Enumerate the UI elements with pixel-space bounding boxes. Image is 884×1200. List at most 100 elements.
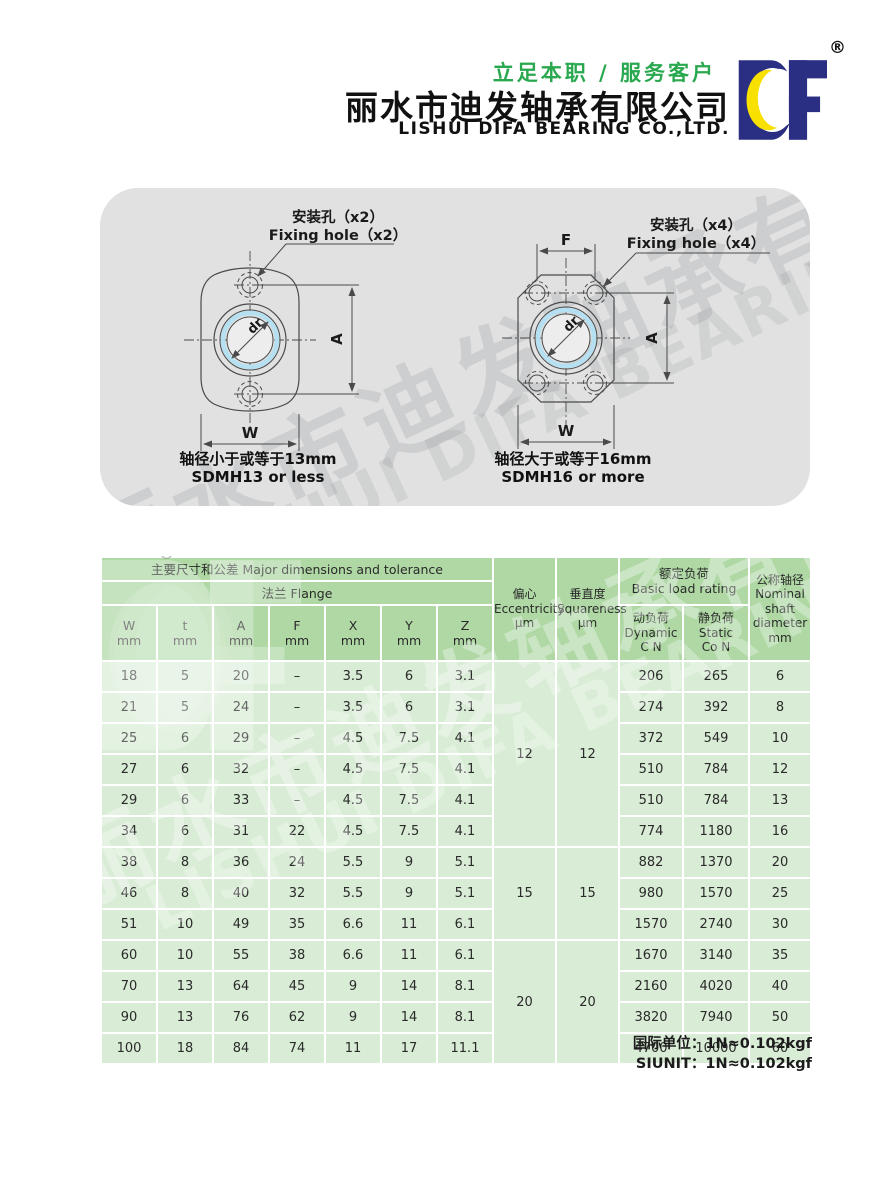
table-cell: 24 [268,846,326,879]
table-cell: 8 [156,846,214,879]
header-col-y: Y mm [380,604,438,662]
table-cell: 29 [212,722,270,755]
dim-a-label: A [643,332,661,344]
table-cell: 9 [324,970,382,1003]
header-col-t: t mm [156,604,214,662]
flange-diagram-4hole: 安装孔（x4） Fixing hole（x4） F [494,216,770,486]
table-cell: 20 [492,939,557,1065]
table-cell: 392 [681,691,751,724]
table-cell: 4.5 [324,722,382,755]
registered-mark: ® [829,38,846,58]
flange-outline [200,267,300,412]
table-cell: 4.5 [324,784,382,817]
footer-notes: 国际单位：1N≈0.102kgf SIUNIT：1N≈0.102kgf [100,1034,812,1075]
table-cell: 7.5 [380,784,438,817]
fixing-hole-label-cn: 安装孔（x4） [650,216,742,234]
header-dynamic-load: 动负荷 Dynamic C N [618,604,684,662]
table-cell: 7940 [681,1001,751,1034]
table-row: 51 10 49 35 6.6 11 6.1 1570 2740 30 [100,908,813,941]
table-cell: – [268,660,326,693]
header-static-load: 静负荷 Static Co N [681,604,751,662]
table-cell: 4.5 [324,815,382,848]
df-logo-icon [737,56,827,144]
table-cell: 274 [618,691,684,724]
table-cell: 3.1 [436,691,494,724]
table-cell: 6 [156,722,214,755]
table-cell: 1370 [681,846,751,879]
table-cell: 7.5 [380,722,438,755]
dim-w-label: W [242,424,259,442]
table-cell: 510 [618,753,684,786]
spec-table-section: ® 丽水市迪发轴承有限公司 LISHUI DIFA BEARING CO.,LT… [100,556,813,1065]
table-cell: 3.5 [324,660,382,693]
table-cell: 17 [380,1032,438,1065]
table-row: 60 10 55 38 6.6 11 6.1 20 20 1670 3140 35 [100,939,813,1065]
dimension-A [258,284,359,395]
table-cell: 6 [156,753,214,786]
table-cell: 16 [748,815,813,848]
header-col-x: X mm [324,604,382,662]
table-cell: 6.1 [436,939,494,972]
company-name-en: LISHUI DIFA BEARING CO.,LTD. [398,119,730,139]
dimension-W [200,414,300,451]
table-cell: 5.5 [324,846,382,879]
table-cell: 90 [100,1001,158,1034]
table-cell: 1670 [618,939,684,972]
table-cell: – [268,753,326,786]
table-cell: 4.1 [436,753,494,786]
table-row: 29 6 33–4.5 7.5 4.1 510 784 13 [100,784,813,817]
table-cell: 5 [156,691,214,724]
table-cell: 18 [156,1032,214,1065]
table-cell: 15 [492,846,557,941]
table-cell: 4.1 [436,722,494,755]
table-cell: 13 [156,970,214,1003]
table-cell: 84 [212,1032,270,1065]
header-load-rating: 额定负荷 Basic load rating [617,556,751,606]
table-cell: 8.1 [436,1001,494,1034]
table-cell: 40 [212,877,270,910]
table-cell: 5.1 [436,877,494,910]
table-cell: 784 [681,753,751,786]
table-cell: 5 [156,660,214,693]
table-cell: 29 [100,784,158,817]
caption-en: SDMH13 or less [192,468,325,486]
table-cell: 11 [324,1032,382,1065]
table-cell: 6 [156,815,214,848]
table-cell: 10 [156,939,214,972]
header-flange: 法兰 Flange [100,580,494,606]
table-cell: 25 [100,722,158,755]
table-cell: – [268,722,326,755]
table-cell: 60 [748,1032,813,1065]
table-cell: 35 [268,908,326,941]
table-cell: 36 [212,846,270,879]
table-header: 主要尺寸和公差 Major dimensions and tolerance 偏… [100,556,813,662]
table-cell: 3820 [618,1001,684,1034]
table-cell: 33 [212,784,270,817]
table-cell: 882 [618,846,684,879]
table-cell: 25 [748,877,813,910]
dim-f-label: F [561,231,571,249]
table-cell: 38 [268,939,326,972]
table-cell: 6.6 [324,908,382,941]
caption-cn: 轴径小于或等于13mm [179,450,336,468]
table-cell: 70 [100,970,158,1003]
df-logo-graphic [738,60,827,140]
table-cell: 6.1 [436,908,494,941]
table-cell: 10 [748,722,813,755]
table-cell: 55 [212,939,270,972]
table-cell: 3140 [681,939,751,972]
table-cell: 100 [100,1032,158,1065]
company-name-cn: 丽水市迪发轴承有限公司 [345,88,730,127]
table-cell: 4.5 [324,753,382,786]
table-row: 38 8 36 24 5.5 9 5.1 15 15 882 1370 20 [100,846,813,941]
table-cell: 9 [380,877,438,910]
spec-table: 主要尺寸和公差 Major dimensions and tolerance 偏… [100,556,813,1065]
table-cell: 7.5 [380,815,438,848]
table-cell: 20 [212,660,270,693]
table-row: 21 5 24–3.5 6 3.1 274 392 8 [100,691,813,724]
table-cell: – [268,691,326,724]
table-cell: 30 [748,908,813,941]
table-cell: 46 [100,877,158,910]
table-cell: 6 [748,660,813,693]
table-cell: 18 [100,660,158,693]
